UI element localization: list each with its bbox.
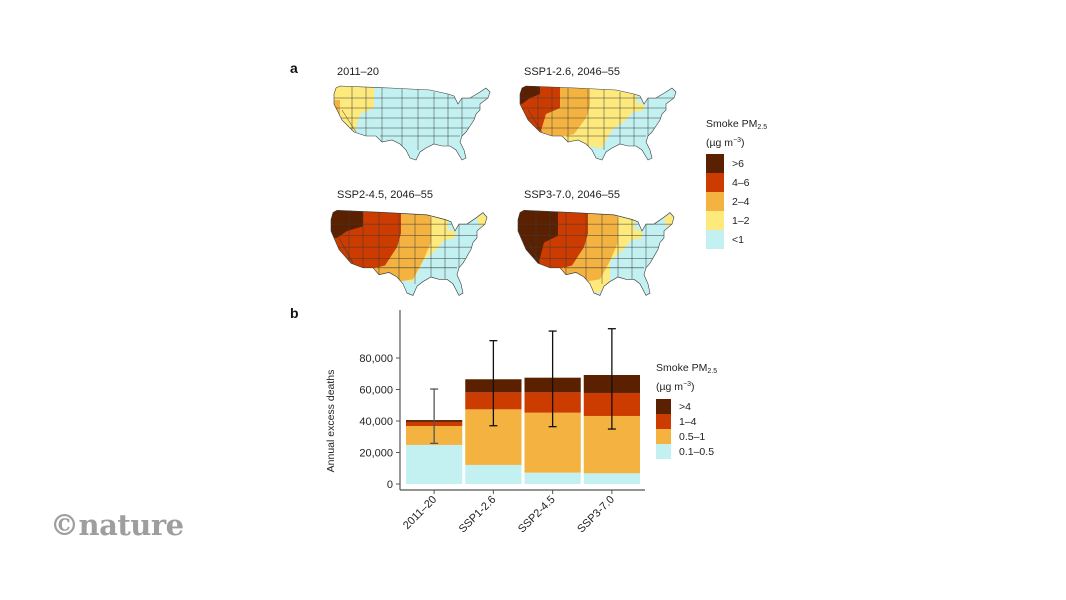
bar-segment-0-1-0-5 xyxy=(583,473,640,484)
smoke-region-mwband xyxy=(620,100,644,114)
legend-a: Smoke PM2.5 (µg m−3) >6 4–6 2–4 1–2 <1 xyxy=(706,118,767,249)
x-tick-label: SSP1-2.6 xyxy=(457,494,499,536)
legend-swatch xyxy=(656,444,671,459)
legend-a-item: 4–6 xyxy=(706,173,767,192)
map-2011-20 xyxy=(333,85,491,161)
legend-a-item: >6 xyxy=(706,154,767,173)
y-axis-label: Annual excess deaths xyxy=(325,370,337,473)
legend-a-item: 2–4 xyxy=(706,192,767,211)
smoke-region-nwcore xyxy=(520,86,540,104)
x-tick-label: 2011–20 xyxy=(401,494,439,532)
x-tick-label: SSP3-7.0 xyxy=(575,494,617,536)
stacked-bar-chart: 0 20,000 40,000 60,000 80,000 Annual excess d… xyxy=(325,310,645,536)
map-ssp3-70 xyxy=(517,209,675,296)
legend-b-title: Smoke PM2.5 (µg m−3) xyxy=(656,362,718,393)
x-tick-label: SSP2-4.5 xyxy=(516,494,558,536)
smoke-region-mwband xyxy=(431,226,455,243)
state-borders xyxy=(520,86,676,150)
bar-segment-0-1-0-5 xyxy=(406,444,463,484)
smoke-region-me xyxy=(664,214,674,227)
map-title-ssp2-45: SSP2-4.5, 2046–55 xyxy=(337,189,434,201)
map-title-ssp3-70: SSP3-7.0, 2046–55 xyxy=(524,189,621,201)
legend-a-title: Smoke PM2.5 (µg m−3) xyxy=(706,118,768,149)
legend-swatch xyxy=(656,414,671,429)
legend-swatch xyxy=(706,154,724,173)
y-tick-label: 60,000 xyxy=(359,385,393,397)
legend-b-item: >4 xyxy=(656,399,717,414)
bar-segment-0-1-0-5 xyxy=(524,472,581,484)
country-border xyxy=(517,209,675,296)
country-border xyxy=(330,209,488,296)
smoke-region-me xyxy=(477,214,487,227)
legend-a-item: 1–2 xyxy=(706,211,767,230)
legend-b-item: 0.1–0.5 xyxy=(656,444,717,459)
y-tick-label: 20,000 xyxy=(359,448,393,460)
state-borders xyxy=(518,210,674,284)
legend-b: Smoke PM2.5 (µg m−3) >4 1–4 0.5–1 0.1–0.… xyxy=(656,362,717,459)
legend-swatch xyxy=(656,399,671,414)
legend-swatch xyxy=(706,192,724,211)
y-tick-label: 40,000 xyxy=(359,416,393,428)
nature-watermark-logo: ©nature xyxy=(50,508,184,542)
panel-a-label: a xyxy=(290,60,298,76)
y-tick-label: 0 xyxy=(387,479,393,491)
map-title-ssp1-26: SSP1-2.6, 2046–55 xyxy=(524,66,621,78)
map-ssp1-26 xyxy=(519,85,677,161)
y-tick-label: 80,000 xyxy=(359,353,393,365)
legend-a-item: <1 xyxy=(706,230,767,249)
legend-swatch xyxy=(706,230,724,249)
legend-swatch xyxy=(706,173,724,192)
map-title-2011-20: 2011–20 xyxy=(337,66,380,78)
legend-b-item: 1–4 xyxy=(656,414,717,429)
legend-swatch xyxy=(656,429,671,444)
panel-b-label: b xyxy=(290,305,299,321)
smoke-region-mwband xyxy=(618,226,642,243)
legend-b-item: 0.5–1 xyxy=(656,429,717,444)
country-border xyxy=(333,85,491,161)
country-border xyxy=(519,85,677,161)
legend-swatch xyxy=(706,211,724,230)
map-ssp2-45 xyxy=(330,209,488,296)
bar-segment-0-1-0-5 xyxy=(465,464,522,484)
smoke-region-nw xyxy=(331,210,363,238)
